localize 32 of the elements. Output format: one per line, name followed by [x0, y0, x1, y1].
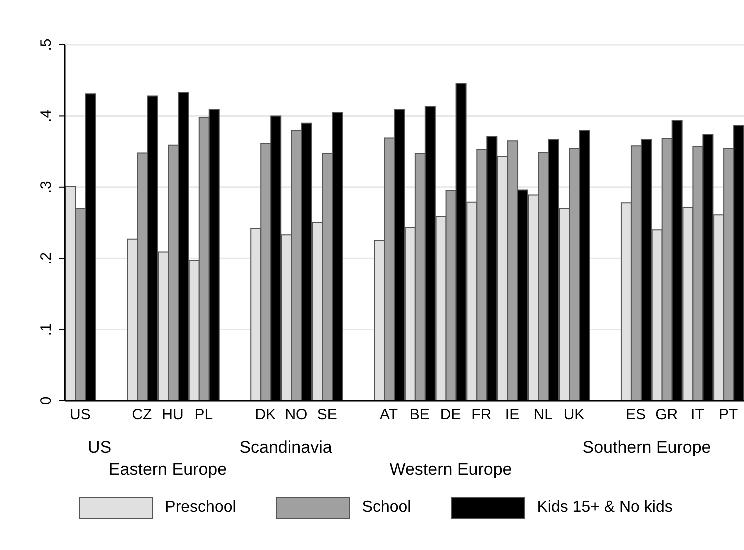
y-tick-label: .1	[38, 324, 55, 336]
text: US	[88, 438, 112, 458]
x-tick-label: NO	[285, 406, 308, 424]
x-tick-label: DK	[255, 406, 276, 424]
x-tick-label: SE	[317, 406, 338, 424]
x-tick-label: FR	[472, 406, 492, 424]
legend-label: Kids 15+ & No kids	[537, 499, 673, 517]
legend-label: Preschool	[165, 499, 236, 517]
legend-label: School	[362, 499, 412, 517]
x-tick-label: HU	[162, 406, 184, 424]
x-tick-label: PT	[718, 406, 738, 424]
x-tick-label: BE	[410, 406, 430, 424]
y-tick-label: .3	[38, 181, 55, 194]
y-tick-label: 0	[38, 396, 55, 406]
y-tick-label: .2	[38, 252, 55, 265]
x-tick-label: PL	[194, 406, 214, 424]
text: Scandinavia	[240, 438, 332, 458]
text: Southern Europe	[582, 438, 712, 458]
x-tick-label: DE	[440, 406, 462, 424]
x-tick-label: IE	[505, 406, 520, 424]
x-tick-label: CZ	[132, 406, 152, 424]
x-tick-label: AT	[380, 406, 398, 424]
x-tick-label: GR	[656, 406, 678, 424]
y-tick-label: .4	[38, 110, 55, 122]
x-tick-label: IT	[691, 406, 704, 424]
x-tick-label: US	[70, 406, 91, 424]
y-tick-label: .5	[38, 38, 55, 52]
text: Eastern Europe	[108, 460, 228, 480]
text: Western Europe	[390, 460, 512, 480]
x-tick-label: ES	[626, 406, 646, 424]
x-tick-label: UK	[564, 406, 585, 424]
x-tick-label: NL	[534, 406, 553, 424]
